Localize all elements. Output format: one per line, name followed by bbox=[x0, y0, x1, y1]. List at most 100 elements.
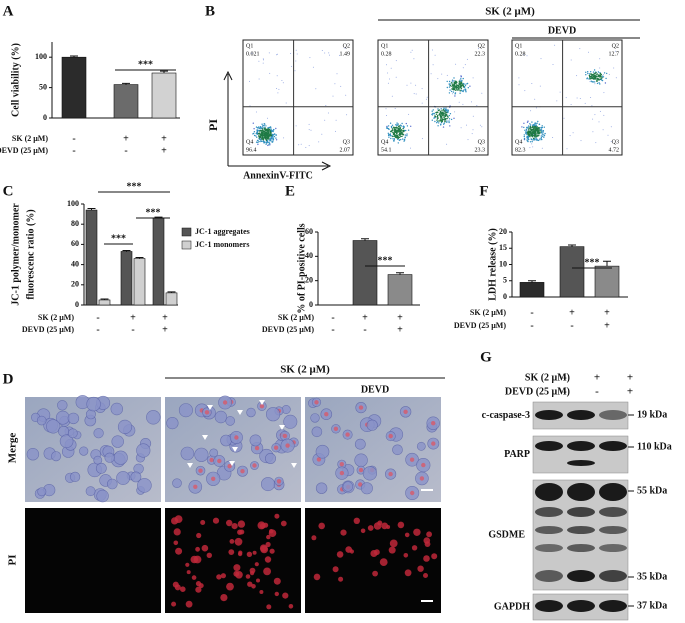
pi-nucleus bbox=[185, 600, 193, 608]
quadrant-value: 54.1 bbox=[381, 147, 392, 153]
flow-dot bbox=[462, 103, 464, 105]
flow-dot bbox=[450, 90, 453, 93]
flow-dot bbox=[276, 88, 278, 89]
flow-dot bbox=[587, 72, 589, 75]
blot-band bbox=[599, 544, 627, 552]
flow-dot bbox=[435, 111, 437, 114]
cell bbox=[104, 452, 115, 463]
flow-dot bbox=[566, 148, 568, 150]
pi-nucleus bbox=[336, 551, 344, 558]
flow-dot bbox=[540, 126, 542, 129]
flow-dot bbox=[478, 48, 480, 50]
cell bbox=[46, 419, 61, 434]
cell bbox=[69, 471, 81, 483]
marker-label: 55 kDa bbox=[637, 485, 667, 496]
flow-dot bbox=[530, 128, 532, 130]
flow-dot bbox=[265, 132, 267, 134]
treatment-sign: + bbox=[161, 145, 167, 156]
cell bbox=[26, 448, 40, 461]
cell bbox=[36, 415, 47, 426]
y-tick-label: 20 bbox=[305, 275, 313, 284]
pi-nucleus bbox=[273, 577, 281, 585]
flow-plot bbox=[377, 39, 489, 156]
flow-dot bbox=[442, 109, 445, 111]
flow-dot bbox=[534, 98, 536, 100]
flow-dot bbox=[463, 89, 465, 91]
flow-dot bbox=[448, 121, 450, 124]
cell bbox=[130, 471, 142, 483]
cell bbox=[354, 453, 368, 467]
flow-dot bbox=[471, 133, 473, 135]
micrograph bbox=[25, 508, 161, 613]
flow-dot bbox=[396, 124, 399, 126]
pi-stain bbox=[316, 457, 322, 462]
flow-dot bbox=[391, 124, 394, 127]
flow-dot bbox=[268, 128, 271, 131]
flow-dot bbox=[451, 85, 454, 87]
flow-dot bbox=[403, 138, 406, 141]
flow-dot bbox=[265, 141, 267, 143]
blot-band bbox=[599, 600, 627, 612]
flow-dot bbox=[444, 117, 446, 120]
flow-dot bbox=[265, 143, 267, 145]
pi-nucleus bbox=[191, 575, 197, 580]
flow-dot bbox=[334, 83, 336, 85]
flow-dot bbox=[589, 81, 591, 83]
flow-dot bbox=[523, 135, 525, 138]
flow-dot bbox=[403, 140, 405, 142]
flow-dot bbox=[446, 80, 448, 83]
flow-dot bbox=[434, 54, 436, 56]
flow-dot bbox=[394, 131, 396, 134]
flow-dot bbox=[580, 140, 582, 142]
cell bbox=[116, 471, 130, 485]
cell bbox=[110, 402, 124, 416]
pi-nucleus bbox=[318, 522, 326, 530]
flow-dot bbox=[262, 141, 265, 143]
cell bbox=[360, 482, 373, 495]
flow-dot bbox=[264, 129, 266, 132]
cell bbox=[283, 414, 298, 429]
quadrant-value: 96.4 bbox=[246, 147, 257, 153]
flow-dot bbox=[394, 133, 396, 136]
row-label: Merge bbox=[7, 433, 19, 464]
pi-nucleus bbox=[403, 553, 409, 558]
y-tick-label: 0 bbox=[43, 113, 47, 122]
pi-nucleus bbox=[254, 562, 259, 567]
flow-dot bbox=[268, 134, 270, 137]
flow-dot bbox=[453, 84, 455, 86]
cell bbox=[220, 434, 232, 447]
cell bbox=[67, 428, 78, 439]
flow-dot bbox=[540, 128, 543, 130]
flow-dot bbox=[398, 125, 400, 127]
flow-dot bbox=[405, 129, 407, 132]
flow-dot bbox=[265, 139, 268, 142]
flow-dot bbox=[442, 118, 444, 121]
flow-dot bbox=[464, 64, 466, 66]
flow-dot bbox=[603, 72, 606, 74]
flow-dot bbox=[266, 130, 268, 132]
flow-dot bbox=[604, 82, 607, 84]
cell bbox=[342, 481, 354, 492]
flow-dot bbox=[270, 127, 272, 129]
pi-nucleus bbox=[338, 576, 344, 582]
quadrant-value: 1.49 bbox=[340, 51, 351, 57]
flow-dot bbox=[390, 67, 392, 69]
flow-dot bbox=[559, 91, 561, 93]
bar bbox=[98, 299, 111, 306]
pi-stain bbox=[431, 421, 436, 426]
cell bbox=[416, 441, 426, 451]
flow-dot bbox=[481, 126, 483, 128]
flow-dot bbox=[264, 135, 267, 137]
arrowhead bbox=[187, 463, 193, 468]
flow-dot bbox=[540, 58, 542, 60]
flow-dot bbox=[389, 78, 390, 80]
cell bbox=[57, 400, 68, 411]
quadrant-name: Q4 bbox=[515, 139, 522, 145]
flow-dot bbox=[460, 88, 463, 90]
flow-dot bbox=[541, 126, 543, 129]
y-tick-label: 60 bbox=[71, 239, 79, 248]
flow-dot bbox=[527, 125, 530, 127]
flow-dot bbox=[335, 130, 336, 132]
flow-dot bbox=[523, 126, 525, 129]
flow-dot bbox=[394, 135, 396, 137]
